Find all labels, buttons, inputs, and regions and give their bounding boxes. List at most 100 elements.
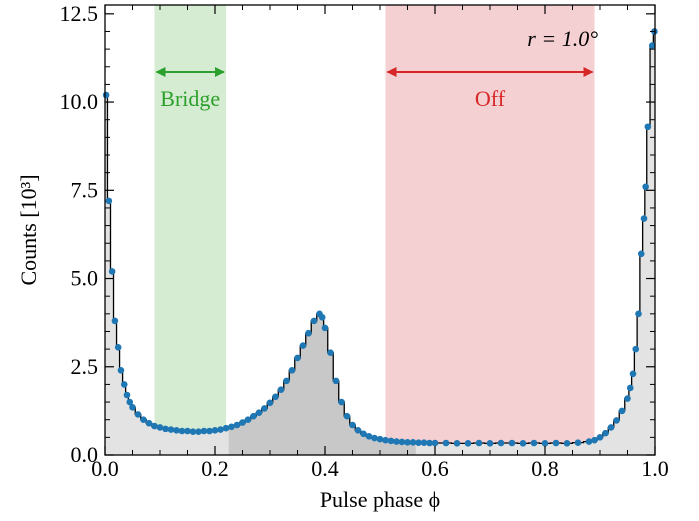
data-point bbox=[211, 426, 219, 434]
data-point bbox=[541, 440, 549, 447]
region-label: Bridge bbox=[160, 86, 220, 111]
y-tick-label: 10.0 bbox=[60, 89, 99, 114]
data-point bbox=[134, 411, 142, 418]
region-label: Off bbox=[475, 86, 506, 111]
data-point bbox=[354, 426, 362, 434]
x-tick-label: 0.2 bbox=[201, 456, 229, 481]
annotation: r = 1.0° bbox=[527, 26, 598, 51]
data-point bbox=[283, 377, 290, 385]
data-point bbox=[637, 250, 645, 258]
data-point bbox=[299, 342, 307, 349]
data-point bbox=[117, 366, 125, 374]
data-point bbox=[464, 440, 472, 447]
data-point bbox=[376, 435, 384, 443]
x-tick-label: 0.6 bbox=[421, 456, 449, 481]
data-point bbox=[442, 439, 450, 447]
data-point bbox=[195, 428, 202, 436]
y-axis-label: Counts [10³] bbox=[16, 174, 41, 285]
data-point bbox=[360, 430, 367, 438]
data-point bbox=[327, 349, 334, 356]
data-point bbox=[277, 386, 285, 394]
data-point bbox=[318, 314, 326, 321]
data-point bbox=[239, 419, 246, 426]
data-point bbox=[108, 268, 116, 275]
data-point bbox=[365, 432, 373, 440]
data-point bbox=[228, 423, 235, 431]
x-axis-label: Pulse phase ϕ bbox=[320, 487, 440, 512]
data-point bbox=[343, 412, 351, 420]
data-point bbox=[596, 434, 604, 441]
data-point bbox=[624, 395, 631, 402]
data-point bbox=[145, 419, 153, 427]
data-point bbox=[105, 197, 113, 205]
data-point bbox=[519, 440, 527, 447]
data-point bbox=[475, 439, 483, 447]
data-point bbox=[129, 404, 136, 411]
data-point bbox=[618, 407, 626, 415]
data-point bbox=[140, 416, 147, 424]
y-tick-label: 2.5 bbox=[71, 354, 99, 379]
data-point bbox=[453, 440, 461, 447]
data-point bbox=[261, 405, 268, 412]
data-point bbox=[173, 426, 180, 434]
data-point bbox=[635, 310, 642, 318]
data-point bbox=[123, 391, 131, 399]
data-point bbox=[244, 416, 252, 424]
data-point bbox=[294, 354, 301, 362]
x-tick-label: 0.8 bbox=[531, 456, 559, 481]
y-tick-label: 0.0 bbox=[71, 442, 99, 467]
data-point bbox=[404, 438, 411, 446]
data-point bbox=[626, 384, 634, 392]
data-point bbox=[644, 123, 652, 131]
data-point bbox=[321, 324, 329, 332]
data-point bbox=[167, 426, 175, 433]
data-point bbox=[574, 439, 582, 446]
data-point bbox=[642, 183, 649, 191]
data-point bbox=[607, 424, 615, 431]
region bbox=[385, 5, 595, 455]
data-point bbox=[382, 436, 389, 444]
data-point bbox=[266, 399, 274, 407]
data-point bbox=[530, 439, 538, 447]
data-point bbox=[371, 434, 378, 442]
data-point bbox=[640, 215, 648, 222]
y-tick-label: 12.5 bbox=[60, 1, 99, 26]
data-point bbox=[114, 344, 122, 351]
data-point bbox=[613, 417, 620, 424]
data-point bbox=[409, 438, 417, 446]
data-point bbox=[184, 427, 191, 435]
x-tick-label: 0.0 bbox=[91, 456, 119, 481]
data-point bbox=[217, 426, 224, 433]
data-point bbox=[111, 317, 119, 325]
data-point bbox=[120, 381, 128, 388]
data-point bbox=[431, 439, 439, 447]
data-point bbox=[632, 345, 640, 353]
data-point bbox=[563, 440, 571, 447]
data-point bbox=[648, 42, 656, 49]
data-point bbox=[497, 439, 505, 447]
data-point bbox=[585, 438, 593, 445]
data-point bbox=[426, 439, 433, 447]
data-point bbox=[602, 429, 609, 437]
y-tick-label: 5.0 bbox=[71, 266, 99, 291]
data-point bbox=[398, 438, 406, 446]
data-point bbox=[415, 439, 422, 446]
data-point bbox=[552, 439, 560, 447]
data-point bbox=[206, 427, 213, 435]
data-point bbox=[162, 425, 169, 433]
data-point bbox=[233, 421, 241, 429]
data-point bbox=[288, 366, 296, 374]
data-point bbox=[310, 317, 318, 325]
data-point bbox=[126, 398, 134, 406]
data-point bbox=[393, 438, 400, 445]
data-point bbox=[102, 91, 110, 99]
data-point bbox=[151, 422, 158, 430]
data-point bbox=[591, 436, 598, 444]
data-point bbox=[178, 427, 186, 435]
data-point bbox=[222, 424, 230, 432]
data-point bbox=[508, 439, 516, 447]
data-point bbox=[486, 440, 494, 447]
data-point bbox=[420, 439, 428, 446]
data-point bbox=[189, 428, 197, 436]
data-point bbox=[255, 409, 263, 416]
